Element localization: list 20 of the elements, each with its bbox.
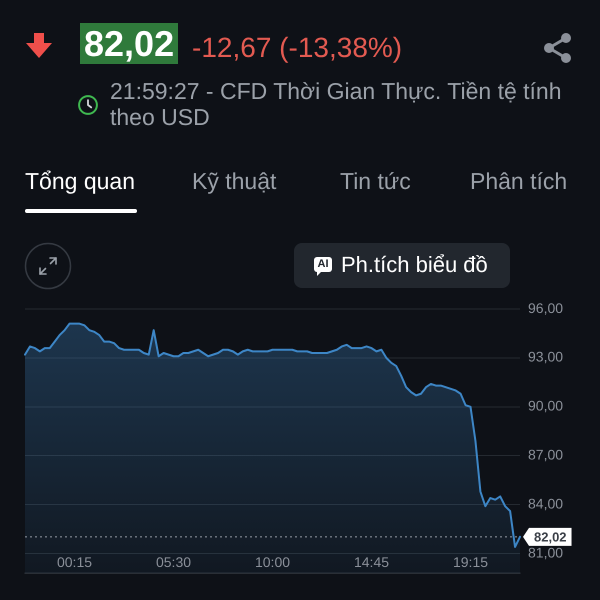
- text: Phân tích: [470, 167, 568, 196]
- x-tick-label: 14:45: [354, 554, 390, 570]
- x-tick-label: 00:15: [56, 554, 92, 570]
- text: Tin tức: [340, 167, 411, 196]
- y-tick-label: 84,00: [528, 495, 564, 512]
- analysis-button[interactable]: AI Ph.tích biểu đồ: [294, 243, 510, 288]
- y-tick-label: 90,00: [528, 398, 564, 414]
- x-tick-label: 10:00: [254, 554, 290, 570]
- y-tick-label: 93,00: [528, 348, 564, 365]
- text: Tổng quan: [25, 167, 135, 196]
- text: Kỹ thuật: [192, 167, 276, 196]
- y-tick-label: 96,00: [528, 300, 564, 316]
- x-tick-label: 05:30: [156, 554, 192, 570]
- x-tick-label: 19:15: [452, 554, 488, 570]
- chart-title: 82,02: [80, 23, 178, 64]
- text: 21:59:27 - CFD Thời Gian Thực. Tiền tệ tính theo USD: [110, 78, 563, 130]
- y-tick-label: 81,00: [528, 544, 564, 560]
- ref-line-label: 82,02: [534, 529, 567, 544]
- y-tick-label: 87,00: [528, 446, 564, 463]
- chart-subtitle: -12,67 (-13,38%): [192, 31, 402, 65]
